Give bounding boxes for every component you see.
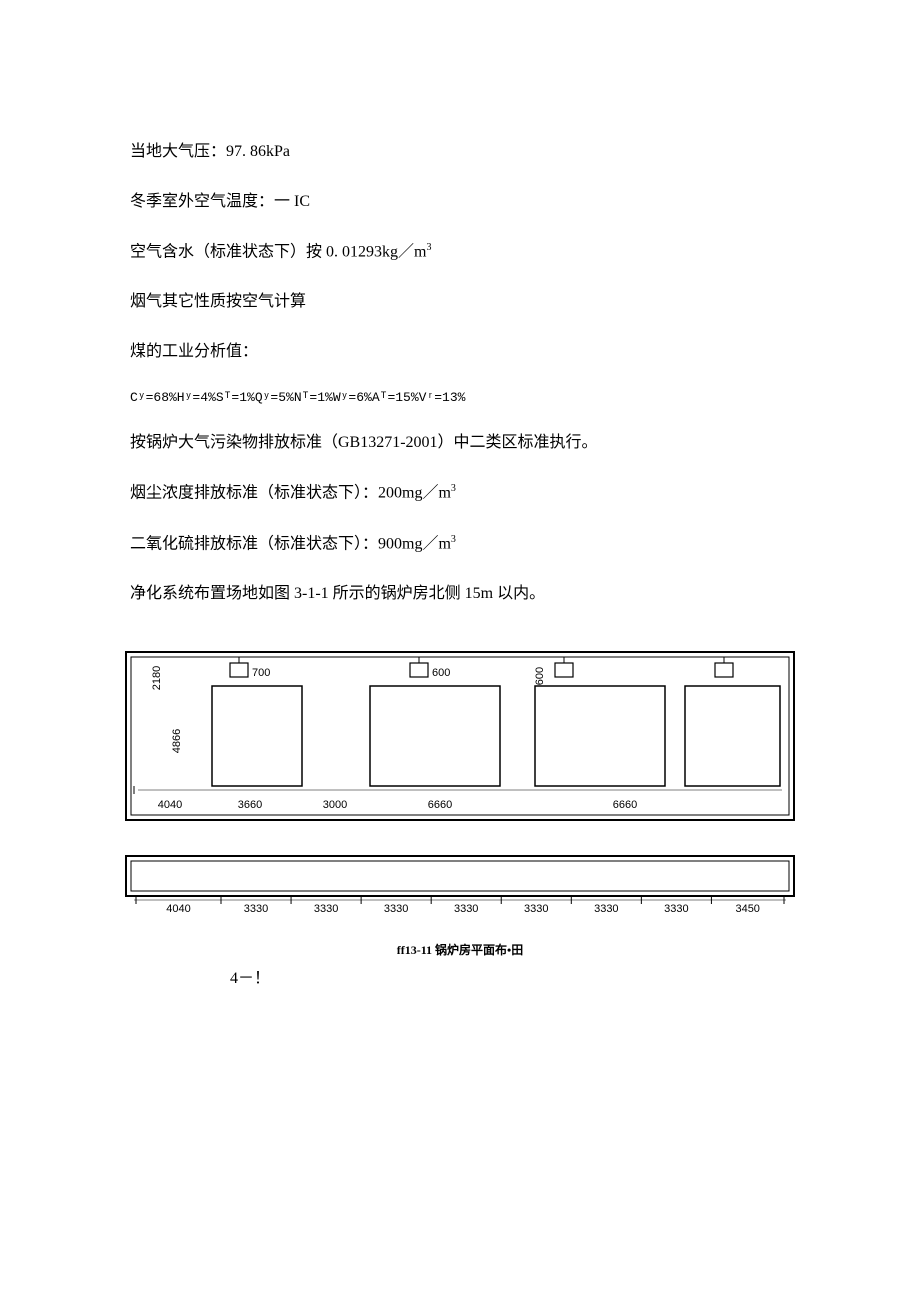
svg-text:6660: 6660 [613,799,637,811]
svg-text:6660: 6660 [428,799,452,811]
svg-text:3330: 3330 [314,903,338,915]
svg-text:3660: 3660 [238,799,262,811]
svg-text:3330: 3330 [244,903,268,915]
super-3b: 3 [451,483,456,494]
line-air-water-text: 空气含水（标准状态下）按 0. 01293kg／m [130,243,426,260]
svg-text:4040: 4040 [158,799,182,811]
diagram-sublabel: 4－！ [230,964,790,988]
line-coal-header: 煤的工业分析值： [130,340,790,364]
svg-text:3450: 3450 [735,903,759,915]
svg-text:3330: 3330 [524,903,548,915]
line-so2-std: 二氧化硫排放标准（标准状态下）：900mg／m3 [130,532,790,556]
line-std-ref: 按锅炉大气污染物排放标准（GB13271-2001）中二类区标准执行。 [130,431,790,455]
svg-text:600: 600 [534,667,546,685]
line-dust-std: 烟尘浓度排放标准（标准状态下）：200mg／m3 [130,481,790,505]
svg-text:3330: 3330 [664,903,688,915]
super-3a: 3 [426,242,431,253]
svg-text:4040: 4040 [166,903,190,915]
line-air-water: 空气含水（标准状态下）按 0. 01293kg／m3 [130,240,790,264]
line-formula: Cʸ=68%Hʸ=4%Sᵀ=1%Qʸ=5%Nᵀ=1%Wʸ=6%Aᵀ=15%Vʳ=… [130,390,790,405]
svg-text:4866: 4866 [171,729,183,753]
svg-text:3330: 3330 [454,903,478,915]
svg-text:3330: 3330 [384,903,408,915]
line-temp: 冬季室外空气温度：一 IC [130,190,790,214]
svg-text:2180: 2180 [151,666,163,690]
svg-text:3330: 3330 [594,903,618,915]
line-smoke-prop: 烟气其它性质按空气计算 [130,290,790,314]
line-layout-ref: 净化系统布置场地如图 3-1-1 所示的锅炉房北侧 15m 以内。 [130,582,790,606]
line-so2-std-text: 二氧化硫排放标准（标准状态下）：900mg／m [130,535,451,552]
diagram-caption: ff13-11 锅炉房平面布•田 [130,941,790,958]
svg-text:600: 600 [432,667,450,679]
floor-plan-svg: 2180 4866 700 600 600 4040 3660 3000 6660 6660 404… [120,646,800,916]
line-dust-std-text: 烟尘浓度排放标准（标准状态下）：200mg／m [130,485,451,502]
super-3c: 3 [451,534,456,545]
floor-plan-diagram: 2180 4866 700 600 600 4040 3660 3000 6660 6660 404… [120,646,790,921]
svg-text:3000: 3000 [323,799,347,811]
svg-text:700: 700 [252,667,270,679]
line-pressure: 当地大气压：97. 86kPa [130,140,790,164]
